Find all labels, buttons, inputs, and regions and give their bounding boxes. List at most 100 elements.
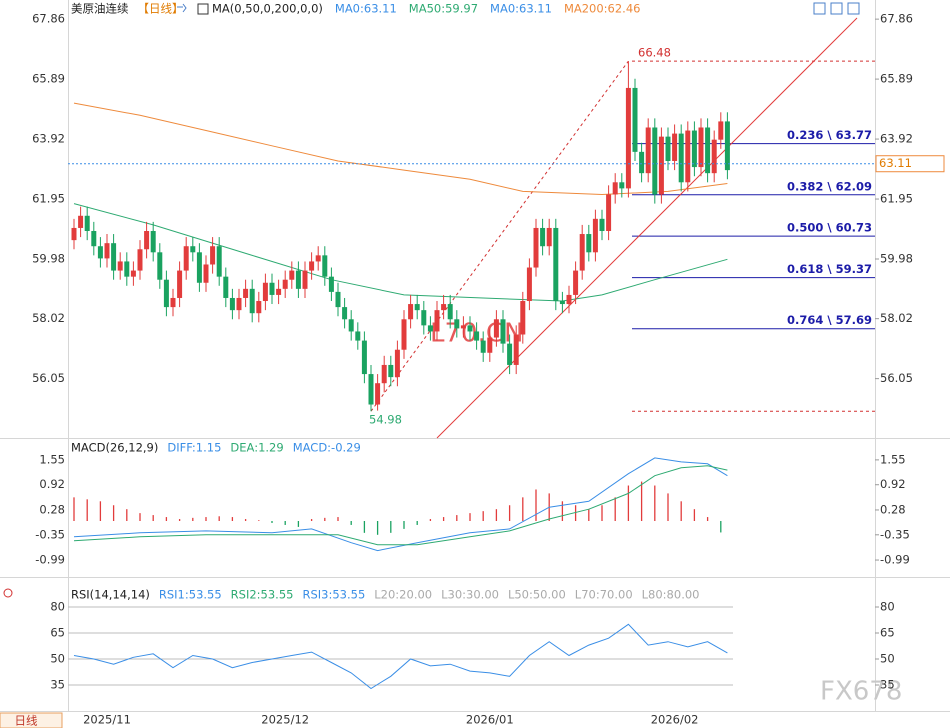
fib-level-label: 0.382 \ 62.09: [787, 179, 872, 193]
legend-label: MA0:63.11: [490, 2, 552, 16]
candle-body: [685, 130, 691, 183]
candle-body: [724, 121, 730, 171]
candle-body: [381, 364, 387, 384]
candle-body: [698, 127, 704, 168]
candle-body: [111, 243, 117, 271]
period-button[interactable]: [0, 712, 63, 728]
candle-body: [262, 282, 268, 302]
fib-level-label: 0.236 \ 63.77: [787, 128, 872, 142]
candle-body: [447, 304, 453, 320]
candle-body: [361, 340, 367, 375]
candle-body: [559, 301, 565, 305]
candle-body: [718, 121, 724, 140]
indicator-line: [73, 457, 728, 552]
y-tick-label: 65.89: [32, 72, 65, 86]
toolbar-icons[interactable]: [177, 2, 860, 15]
candle-body: [421, 310, 427, 326]
icon-crosshair[interactable]: [813, 2, 826, 15]
candle-body: [328, 276, 334, 292]
candle-body: [474, 331, 480, 341]
legend-label: L80:80.00: [642, 588, 700, 602]
fib-range: [370, 60, 629, 412]
y-tick-label: 0.28: [880, 502, 906, 516]
icon-ma[interactable]: [197, 3, 209, 15]
y-tick-label: 0.92: [880, 477, 906, 491]
candle-body: [639, 151, 645, 174]
candle-body: [705, 127, 711, 174]
candle-body: [137, 249, 143, 271]
candle-body: [322, 255, 328, 277]
candle-body: [177, 270, 183, 298]
candle-body: [652, 127, 658, 195]
fib-level-label: 0.500 \ 60.73: [787, 221, 872, 235]
candle-body: [144, 231, 150, 250]
legend-label: 美原油连续: [71, 2, 129, 16]
candle-body: [487, 337, 493, 353]
y-tick-label: 1.55: [39, 452, 65, 466]
candle-body: [243, 288, 249, 298]
y-tick-label: 80: [880, 600, 895, 614]
y-tick-label: 59.98: [32, 252, 65, 266]
candle-body: [309, 261, 315, 271]
icon-zoom[interactable]: [830, 2, 843, 15]
candle-body: [520, 301, 526, 335]
candle-body: [236, 297, 242, 311]
candle-body: [691, 130, 697, 168]
period-button-label[interactable]: 日线: [15, 714, 38, 728]
legend-label: MACD:-0.29: [293, 441, 361, 455]
x-tick-label: 2026/01: [466, 713, 514, 727]
candle-body: [124, 261, 130, 277]
y-tick-label: 56.05: [32, 371, 65, 385]
candle-body: [414, 304, 420, 311]
candle-body: [229, 297, 235, 311]
candle-body: [223, 276, 229, 298]
legend-label: L20:20.00: [374, 588, 432, 602]
y-tick-label: 65: [880, 626, 895, 640]
candle-body: [480, 340, 486, 353]
candle-body: [84, 215, 90, 232]
candle-body: [97, 246, 103, 259]
candle-body: [78, 215, 84, 228]
candle-body: [592, 218, 598, 253]
icon-fullscreen[interactable]: [847, 2, 860, 15]
icon-settings[interactable]: [3, 588, 13, 598]
legend-label: RSI2:53.55: [231, 588, 294, 602]
candle-body: [295, 270, 301, 289]
y-tick-label: 58.02: [32, 311, 65, 325]
y-tick-label: 80: [50, 600, 65, 614]
candle-body: [434, 310, 440, 332]
legend-label: DEA:1.29: [230, 441, 283, 455]
last-price-label: 63.11: [879, 156, 912, 170]
candle-body: [71, 227, 77, 241]
y-tick-label: -0.99: [35, 553, 65, 567]
y-tick-label: 50: [880, 652, 895, 666]
candle-body: [91, 231, 97, 247]
candle-body: [678, 133, 684, 183]
candle-body: [117, 261, 123, 271]
fib-high-label: 66.48: [638, 46, 671, 60]
y-tick-label: 1.55: [880, 452, 906, 466]
y-tick-label: 61.95: [880, 192, 913, 206]
y-tick-label: -0.99: [880, 553, 910, 567]
candle-body: [388, 364, 394, 378]
candle-body: [289, 270, 295, 280]
candle-body: [196, 252, 202, 283]
fib-level-label: 0.764 \ 57.69: [787, 313, 872, 327]
legend-label: MA50:59.97: [409, 2, 478, 16]
candle-body: [493, 319, 499, 338]
y-tick-label: 67.86: [32, 12, 65, 26]
icon-adjust[interactable]: [177, 3, 187, 13]
y-tick-label: 50: [50, 652, 65, 666]
candle-body: [507, 343, 513, 365]
candle-body: [282, 279, 288, 289]
candle-body: [540, 227, 546, 247]
legend-label: MA200:62.46: [564, 2, 641, 16]
candle-body: [408, 304, 414, 320]
legend-label: MA0:63.11: [335, 2, 397, 16]
candle-body: [203, 264, 209, 283]
candle-body: [672, 133, 678, 161]
candle-body: [355, 331, 361, 341]
candle-body: [586, 234, 592, 253]
candle-body: [190, 246, 196, 253]
candle-body: [553, 227, 559, 302]
